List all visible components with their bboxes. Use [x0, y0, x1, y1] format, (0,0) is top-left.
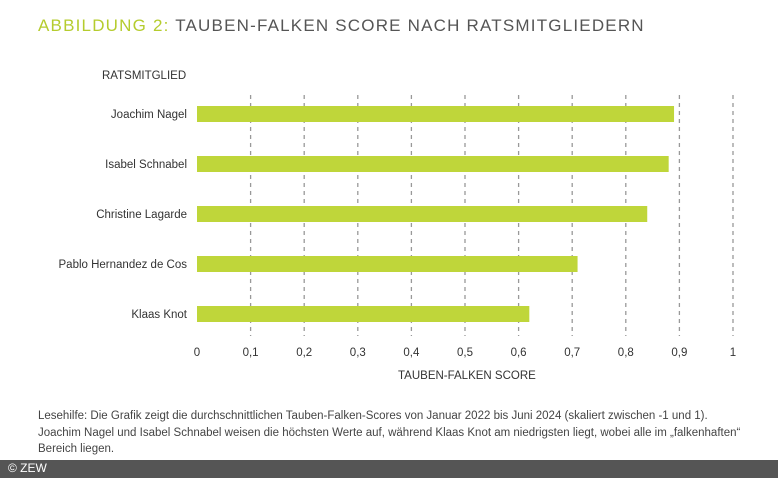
x-tick-label: 0,7 [564, 347, 580, 359]
y-axis-label: RATSMITGLIED [102, 70, 187, 82]
footer-bar: © ZEW [0, 460, 778, 478]
x-tick-label: 0,5 [457, 347, 473, 359]
bar [197, 256, 578, 272]
x-tick-label: 0,6 [511, 347, 527, 359]
bar [197, 306, 530, 322]
category-label: Isabel Schnabel [105, 159, 187, 171]
title-text: TAUBEN-FALKEN SCORE NACH RATSMITGLIEDERN [175, 16, 645, 35]
x-tick-label: 0,9 [671, 347, 687, 359]
bar [197, 206, 648, 222]
bar-chart: 0 0,1 0,2 0,3 0,4 0,5 0,6 0,7 0,8 0,9 1 Joachim Nag… [59, 95, 736, 359]
category-label: Klaas Knot [131, 309, 187, 321]
bar [197, 106, 675, 122]
x-tick-label: 0 [194, 347, 200, 359]
x-tick-label: 0,8 [618, 347, 634, 359]
copyright: © ZEW [8, 461, 47, 475]
x-axis-label: TAUBEN-FALKEN SCORE [398, 370, 536, 382]
category-label: Pablo Hernandez de Cos [59, 259, 188, 271]
x-tick-label: 0,1 [243, 347, 259, 359]
x-tick-label: 1 [730, 347, 736, 359]
chart-title: ABBILDUNG 2: TAUBEN-FALKEN SCORE NACH RA… [38, 16, 645, 36]
category-label: Joachim Nagel [111, 109, 187, 121]
reading-note: Lesehilfe: Die Grafik zeigt die durchsch… [38, 410, 741, 455]
x-tick-label: 0,4 [403, 347, 420, 359]
category-label: Christine Lagarde [96, 209, 187, 221]
x-tick-label: 0,3 [350, 347, 366, 359]
title-prefix: ABBILDUNG 2: [38, 16, 170, 35]
bar [197, 156, 669, 172]
x-tick-label: 0,2 [296, 347, 312, 359]
